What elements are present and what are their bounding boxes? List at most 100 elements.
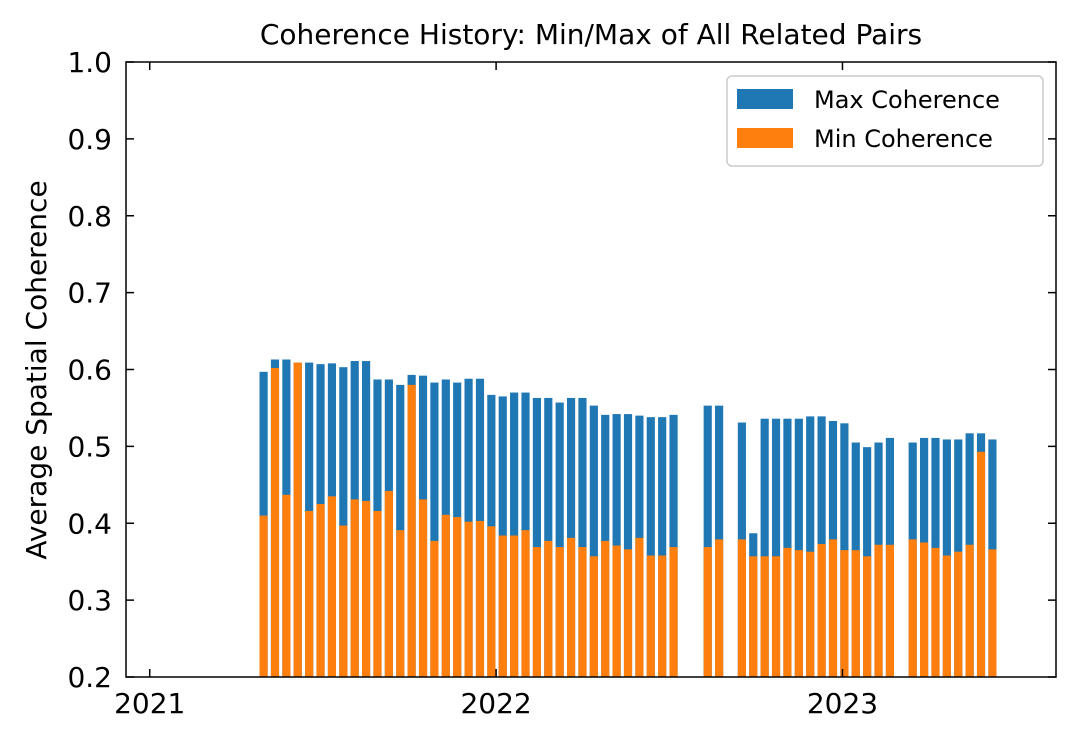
min-bar <box>430 540 439 677</box>
x-tick-label: 2023 <box>807 687 878 720</box>
max-bar <box>339 367 348 677</box>
min-bar <box>418 499 428 677</box>
axis-ticks: 0.2 0.3 0.4 0.5 0.6 0.7 0.8 0.9 1.0 2021 2022 2023 <box>67 46 1056 720</box>
max-bar <box>646 417 655 677</box>
legend-label-max: Max Coherence <box>814 86 1000 114</box>
max-bar <box>703 405 712 677</box>
min-bar <box>658 555 667 677</box>
min-bar <box>794 550 803 677</box>
min-bar <box>612 545 621 677</box>
min-bar <box>669 547 678 677</box>
max-bar <box>760 418 769 677</box>
x-tick-label: 2021 <box>114 687 185 720</box>
max-bar <box>794 418 803 677</box>
min-bar <box>737 539 746 677</box>
max-bar <box>623 414 633 677</box>
min-bar <box>635 537 644 677</box>
legend: Max Coherence Min Coherence <box>726 75 1044 167</box>
max-bar <box>555 402 564 677</box>
min-bar <box>453 517 462 677</box>
min-bar <box>578 547 587 677</box>
legend-label-min: Min Coherence <box>814 125 993 153</box>
max-bar <box>544 397 553 677</box>
min-bar <box>715 539 724 677</box>
min-bar <box>885 544 895 677</box>
max-bar <box>771 418 781 677</box>
min-bar <box>954 551 963 677</box>
min-coherence-bars <box>259 362 997 677</box>
min-bar <box>407 384 416 677</box>
min-bar <box>510 535 519 677</box>
max-bar <box>532 397 541 677</box>
min-bar <box>783 547 792 677</box>
max-bar <box>806 416 815 677</box>
min-bar <box>464 521 473 677</box>
min-bar <box>532 547 541 677</box>
y-tick-label: 1.0 <box>67 46 112 79</box>
max-bar <box>840 423 849 677</box>
min-bar <box>703 547 712 677</box>
min-bar <box>373 510 382 677</box>
min-bar <box>863 556 872 677</box>
min-bar <box>498 535 507 677</box>
min-bar <box>350 499 359 677</box>
min-bar <box>920 542 929 677</box>
min-bar <box>293 362 302 677</box>
min-bar <box>487 526 496 677</box>
min-bar <box>965 544 974 677</box>
min-bar <box>544 540 553 677</box>
y-axis-label: Average Spatial Coherence <box>20 180 53 559</box>
max-bar <box>578 397 587 677</box>
min-bar <box>316 504 325 677</box>
min-bar <box>749 556 758 677</box>
min-bar <box>441 514 450 677</box>
max-bar <box>430 382 439 677</box>
x-tick-label: 2022 <box>460 687 531 720</box>
min-bar <box>475 520 485 677</box>
legend-swatch-max <box>737 89 793 109</box>
y-tick-label: 0.5 <box>67 430 112 463</box>
max-bar <box>658 417 667 677</box>
y-tick-label: 0.8 <box>67 200 112 233</box>
min-bar <box>282 494 291 677</box>
min-bar <box>760 556 769 677</box>
min-bar <box>931 547 940 677</box>
min-bar <box>521 530 530 677</box>
y-tick-label: 0.3 <box>67 584 112 617</box>
min-bar <box>555 547 564 677</box>
legend-swatch-min <box>737 128 793 148</box>
min-bar <box>908 539 917 677</box>
min-bar <box>566 537 576 677</box>
min-bar <box>362 500 371 677</box>
y-tick-label: 0.7 <box>67 277 112 310</box>
min-bar <box>806 551 815 677</box>
plot-frame <box>125 61 1057 678</box>
y-tick-label: 0.4 <box>67 507 112 540</box>
min-bar <box>817 544 826 677</box>
y-tick-label: 0.9 <box>67 123 112 156</box>
min-bar <box>771 556 781 677</box>
max-bar <box>589 405 598 677</box>
min-bar <box>623 549 633 677</box>
legend-box <box>726 75 1044 167</box>
max-bar <box>669 414 678 677</box>
min-bar <box>828 539 838 677</box>
min-bar <box>601 540 610 677</box>
min-bar <box>384 490 393 677</box>
min-bar <box>988 549 997 677</box>
y-tick-label: 0.2 <box>67 661 112 694</box>
min-bar <box>305 510 314 677</box>
max-bar <box>566 397 576 677</box>
min-bar <box>327 496 337 677</box>
min-bar <box>259 515 268 677</box>
min-bar <box>976 451 986 677</box>
min-bar <box>942 555 951 677</box>
chart-title: Coherence History: Min/Max of All Relate… <box>260 18 922 51</box>
y-tick-label: 0.6 <box>67 354 112 387</box>
min-bar <box>270 367 280 677</box>
min-bar <box>840 550 849 677</box>
min-bar <box>589 556 598 677</box>
min-bar <box>396 530 405 677</box>
min-bar <box>646 555 655 677</box>
